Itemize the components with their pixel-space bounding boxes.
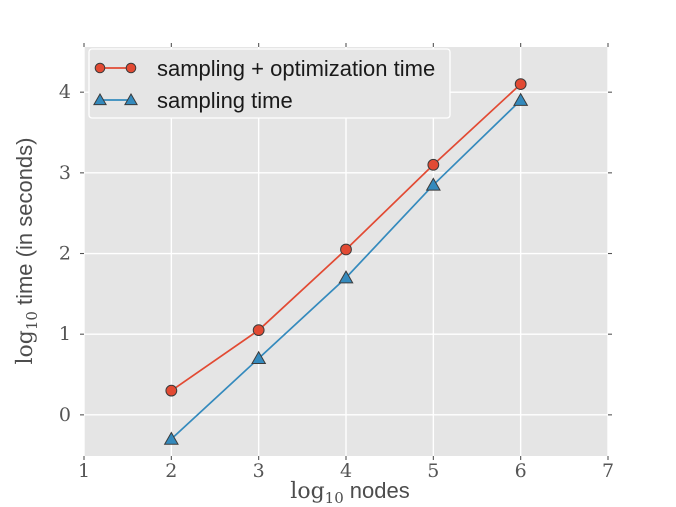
- legend-label: sampling time: [157, 88, 293, 113]
- y-tick-label: 3: [59, 162, 71, 184]
- series-sampling: [163, 92, 529, 445]
- x-tick-label: 7: [602, 460, 614, 482]
- data-point-triangle: [513, 92, 529, 106]
- x-tick-label: 1: [78, 460, 90, 482]
- x-tick-label: 4: [340, 460, 352, 482]
- y-tick-label: 0: [59, 404, 71, 426]
- data-point-circle: [252, 324, 265, 337]
- legend-entry: sampling + optimization time: [94, 56, 435, 81]
- data-point-triangle: [163, 431, 179, 445]
- data-point-triangle: [338, 270, 354, 284]
- x-tick-label: 2: [165, 460, 177, 482]
- y-tick-label: 2: [59, 243, 71, 265]
- legend-entry: sampling time: [93, 88, 293, 113]
- data-point-triangle: [93, 92, 107, 106]
- data-point-circle: [340, 243, 352, 256]
- y-tick-label: 1: [59, 323, 71, 345]
- data-point-triangle: [124, 92, 138, 106]
- y-axis-label: log10time (in seconds): [12, 138, 41, 365]
- legend-box: [88, 48, 451, 119]
- series-sampling-optimization: [165, 78, 527, 397]
- data-point-circle: [125, 62, 137, 74]
- data-point-circle: [165, 384, 178, 397]
- legend-label: sampling + optimization time: [157, 56, 435, 81]
- data-point-circle: [427, 158, 440, 171]
- data-point-triangle: [251, 350, 267, 365]
- x-tick-label: 5: [427, 460, 439, 482]
- legend: sampling + optimization time sampling tim…: [88, 48, 451, 119]
- x-tick-label: 3: [253, 460, 265, 482]
- data-point-circle: [94, 62, 106, 74]
- data-point-triangle: [425, 177, 441, 191]
- y-tick-label: 4: [59, 81, 71, 103]
- data-point-circle: [514, 78, 527, 91]
- x-axis-label: log10 nodes: [290, 478, 409, 507]
- x-tick-label: 6: [515, 460, 527, 482]
